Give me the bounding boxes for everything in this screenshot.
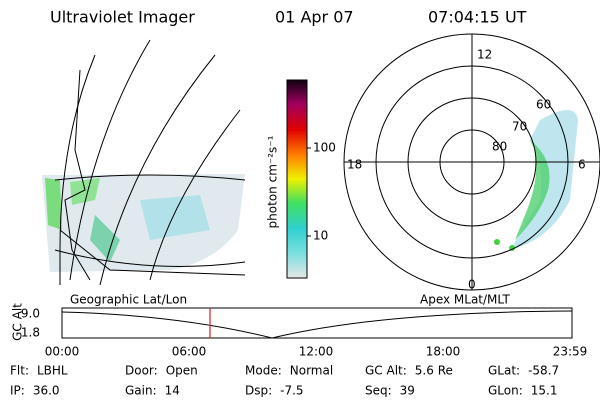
- colorbar: [286, 79, 308, 279]
- lat-label: 80: [492, 140, 507, 154]
- timeline-xtick-label: 06:00: [172, 345, 207, 359]
- field-label: GC Alt:: [365, 364, 407, 378]
- timeline-ytick-label: 9.0: [21, 307, 40, 321]
- field-value: 15.1: [531, 384, 558, 398]
- field-value: Open: [166, 364, 198, 378]
- polar-plot: 12 18 6 0 80 70 60: [343, 33, 600, 292]
- timeline: Geographic Lat/Lon Apex MLat/MLT GC Alt …: [11, 293, 588, 359]
- field-value: LBHL: [37, 364, 68, 378]
- mlt-label: 18: [347, 158, 362, 172]
- date: 01 Apr 07: [275, 8, 354, 27]
- geographic-map: [42, 39, 246, 286]
- time: 07:04:15 UT: [428, 8, 527, 27]
- lat-label: 60: [536, 98, 551, 112]
- field-value: 5.6 Re: [415, 364, 453, 378]
- timeline-xtick-label: 12:00: [299, 345, 334, 359]
- timeline-left-label: Geographic Lat/Lon: [70, 293, 187, 307]
- mlt-label: 0: [468, 278, 476, 292]
- timeline-xtick-label: 23:59: [553, 345, 588, 359]
- field-value: 39: [400, 384, 415, 398]
- lat-label: 70: [512, 120, 527, 134]
- field-label: Door:: [125, 364, 158, 378]
- field-label: GLon:: [488, 384, 523, 398]
- field-value: -58.7: [528, 364, 559, 378]
- field-label: Dsp:: [245, 384, 272, 398]
- title: Ultraviolet Imager: [50, 8, 195, 27]
- field-label: GLat:: [488, 364, 520, 378]
- field-value: -7.5: [280, 384, 303, 398]
- field-label: IP:: [10, 384, 25, 398]
- timeline-right-label: Apex MLat/MLT: [420, 293, 510, 307]
- field-label: Flt:: [10, 364, 29, 378]
- field-value: 36.0: [33, 384, 60, 398]
- field-label: Seq:: [365, 384, 392, 398]
- timeline-ytick-label: 1.8: [21, 326, 40, 340]
- field-value: Normal: [290, 364, 333, 378]
- colorbar-label: photon cm⁻²s⁻¹: [266, 135, 280, 228]
- timeline-xtick-label: 00:00: [45, 345, 80, 359]
- timeline-axis-label: GC Alt: [11, 303, 25, 341]
- mlt-label: 12: [477, 48, 492, 62]
- timeline-xtick-label: 18:00: [426, 345, 461, 359]
- colorbar-tick-label: 10: [313, 229, 328, 243]
- colorbar-tick-label: 100: [313, 141, 336, 155]
- mlt-label: 6: [578, 158, 586, 172]
- field-value: 14: [165, 384, 180, 398]
- field-label: Mode:: [245, 364, 282, 378]
- field-label: Gain:: [125, 384, 157, 398]
- footer: Flt: LBHL Door: Open Mode: Normal GC Alt: 5.6 R…: [10, 364, 559, 398]
